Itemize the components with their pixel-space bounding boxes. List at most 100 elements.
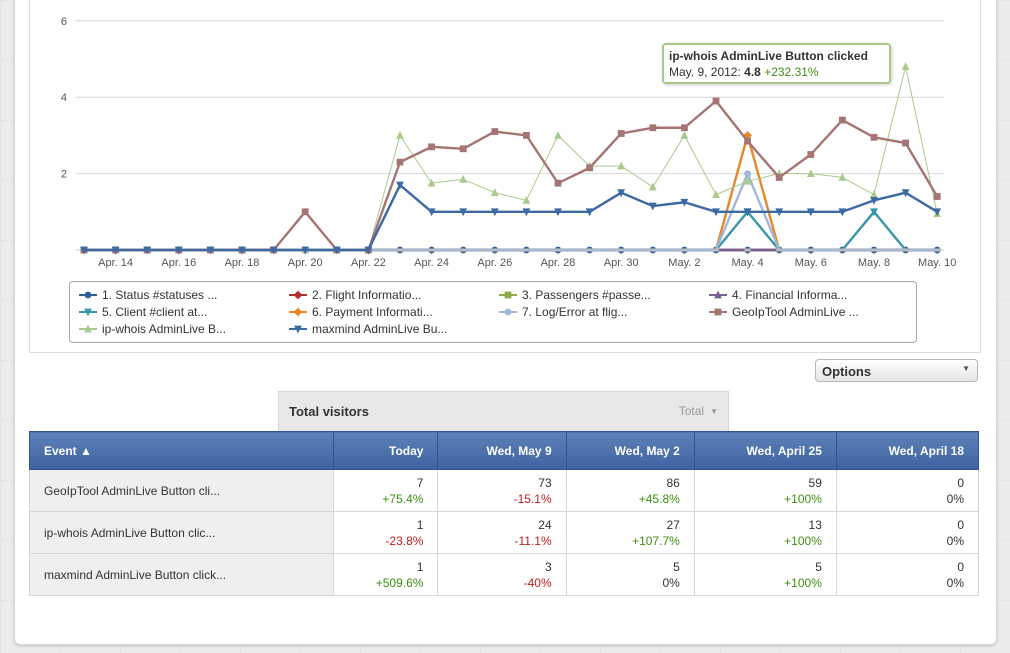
legend-marker xyxy=(293,307,303,317)
column-header-may2[interactable]: Wed, May 2 xyxy=(565,431,695,470)
data-point xyxy=(680,198,689,207)
cell-value: 86 xyxy=(666,475,680,490)
data-point xyxy=(80,246,88,255)
table-cell: 1 +509.6% xyxy=(332,553,439,596)
legend-symbol-icon xyxy=(79,291,97,299)
cell-change: -11.1% xyxy=(514,533,552,548)
data-point xyxy=(396,181,404,190)
series-5 xyxy=(84,208,938,252)
event-name[interactable]: ip-whois AdminLive Button clic... xyxy=(29,511,334,554)
cell-value: 1 xyxy=(416,559,424,574)
data-point xyxy=(806,208,815,217)
data-point xyxy=(807,151,815,158)
data-point xyxy=(332,246,341,255)
tooltip-date: May. 9, 2012: xyxy=(669,65,741,79)
data-point xyxy=(427,178,436,187)
legend-label: 6. Payment Informati... xyxy=(312,305,433,319)
table-row[interactable]: GeoIpTool AdminLive Button cli... 7 +75.4… xyxy=(29,469,980,512)
event-name[interactable]: maxmind AdminLive Button click... xyxy=(29,553,334,596)
column-header-may9[interactable]: Wed, May 9 xyxy=(437,431,567,470)
legend-symbol-icon xyxy=(499,291,517,299)
x-tick-label: May. 6 xyxy=(795,257,827,269)
data-point xyxy=(648,202,657,211)
data-point xyxy=(522,195,531,204)
data-point xyxy=(870,133,878,141)
legend-label: ip-whois AdminLive B... xyxy=(102,322,227,336)
x-tick-label: Apr. 22 xyxy=(351,257,386,269)
legend-label: 7. Log/Error at flig... xyxy=(522,305,628,319)
options-dropdown[interactable]: Options ▼ xyxy=(815,359,978,382)
legend-marker xyxy=(714,308,722,316)
baseline-marker xyxy=(397,248,403,252)
table-cell: 0 0% xyxy=(835,553,980,596)
x-tick-label: Apr. 30 xyxy=(604,257,639,269)
column-header-april25[interactable]: Wed, April 25 xyxy=(693,431,837,470)
cell-change: +75.4% xyxy=(382,491,424,506)
legend-label: 5. Client #client at... xyxy=(102,305,208,319)
cell-change: +100% xyxy=(784,533,822,548)
column-header-event[interactable]: Event ▲ xyxy=(29,431,334,470)
data-point xyxy=(301,246,310,255)
x-tick-label: May. 10 xyxy=(918,257,956,269)
series-10 xyxy=(80,181,942,255)
table-cell: 27 +107.7% xyxy=(565,511,695,554)
cell-value: 5 xyxy=(673,559,680,574)
data-point xyxy=(396,158,404,166)
data-point xyxy=(522,208,531,217)
legend-label: 1. Status #statuses ... xyxy=(102,288,218,302)
baseline-marker xyxy=(460,248,467,252)
data-point xyxy=(901,62,910,71)
cell-change: +509.6% xyxy=(375,575,424,590)
chart-legend: 1. Status #statuses ... 2. Flight Informa… xyxy=(69,281,917,343)
legend-label: GeoIpTool AdminLive ... xyxy=(732,305,859,319)
legend-marker xyxy=(84,324,92,333)
legend-label: 3. Passengers #passe... xyxy=(522,288,651,302)
data-point xyxy=(174,246,183,255)
data-point xyxy=(743,176,752,185)
cell-value: 3 xyxy=(544,559,552,574)
data-point xyxy=(269,246,278,255)
data-point xyxy=(617,161,626,170)
legend-symbol-icon xyxy=(289,325,307,334)
data-point xyxy=(775,174,783,181)
cell-value: 13 xyxy=(808,517,822,532)
data-point xyxy=(902,139,909,147)
data-point xyxy=(554,179,562,187)
cell-change: +100% xyxy=(784,491,822,506)
cell-value: 0 xyxy=(957,475,964,490)
legend-symbol-icon xyxy=(709,290,727,299)
event-name[interactable]: GeoIpTool AdminLive Button cli... xyxy=(29,469,334,512)
data-point xyxy=(396,131,404,139)
metric-select[interactable]: Total ▼ xyxy=(679,404,718,418)
baseline-marker xyxy=(555,248,561,252)
column-header-today[interactable]: Today xyxy=(332,431,439,470)
table-cell: 0 0% xyxy=(835,469,980,512)
cell-value: 27 xyxy=(666,517,680,532)
data-point xyxy=(648,182,657,191)
legend-symbol-icon xyxy=(499,308,517,316)
series-line xyxy=(84,66,938,251)
data-point xyxy=(743,208,752,217)
data-point xyxy=(870,208,878,217)
table-row[interactable]: maxmind AdminLive Button click... 1 +509.… xyxy=(29,553,980,596)
data-point xyxy=(586,164,593,172)
table-row[interactable]: ip-whois AdminLive Button clic... 1 -23.8… xyxy=(29,511,980,554)
tooltip-line: May. 9, 2012: 4.8 +232.31% xyxy=(669,65,884,79)
column-header-april18[interactable]: Wed, April 18 xyxy=(835,431,980,470)
cell-value: 1 xyxy=(416,517,424,532)
baseline-marker xyxy=(586,248,593,252)
legend-symbol-icon xyxy=(289,290,307,300)
y-tick-label: 2 xyxy=(61,169,67,181)
legend-marker xyxy=(714,290,722,299)
cell-value: 7 xyxy=(416,475,424,490)
legend-symbol-icon xyxy=(709,308,727,316)
x-tick-label: Apr. 16 xyxy=(161,257,196,269)
data-point xyxy=(523,132,530,139)
x-tick-label: Apr. 24 xyxy=(414,257,449,269)
line-chart[interactable]: 2 4 6 Apr. 14 Apr. 16 Apr. 18 Apr. 20 Apr. 22 Ap… xyxy=(30,0,980,352)
cell-change: +107.7% xyxy=(632,533,680,548)
baseline-marker xyxy=(618,248,625,252)
data-point xyxy=(554,208,562,217)
data-point xyxy=(428,143,435,151)
table-cell: 1 -23.8% xyxy=(332,511,439,554)
